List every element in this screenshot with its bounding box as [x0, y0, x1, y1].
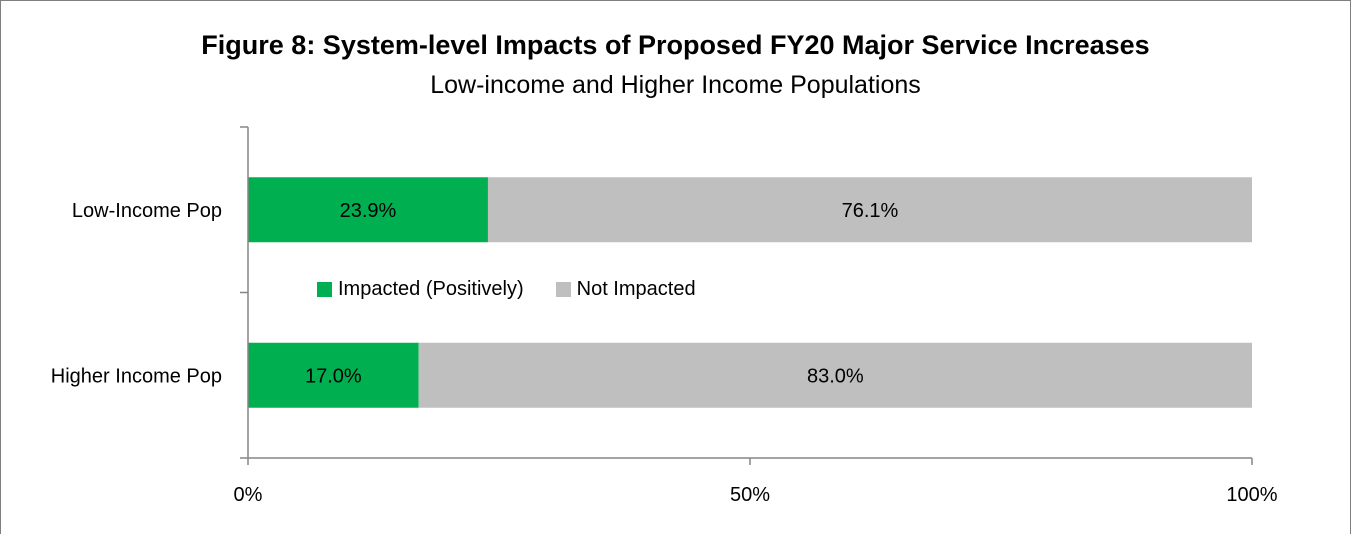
legend-item-impacted: Impacted (Positively): [317, 278, 524, 301]
x-tick-label-1: 50%: [730, 484, 770, 506]
x-tick-label-2: 100%: [1226, 484, 1277, 506]
legend: Impacted (Positively) Not Impacted: [317, 278, 728, 301]
legend-swatch-impacted: [317, 282, 332, 297]
chart-title: Figure 8: System-level Impacts of Propos…: [201, 30, 1150, 60]
legend-swatch-not-impacted: [555, 282, 571, 297]
category-label-1: Higher Income Pop: [51, 365, 222, 387]
chart-subtitle: Low-income and Higher Income Populations: [430, 71, 921, 99]
x-tick-label-0: 0%: [234, 484, 263, 506]
data-label-0-0: 23.9%: [340, 200, 397, 222]
bar-1-0: [487, 177, 1252, 243]
bar-0-1: [248, 342, 419, 408]
data-label-1-0: 76.1%: [842, 200, 899, 222]
bar-0-0: [248, 177, 488, 243]
legend-label-impacted: Impacted (Positively): [338, 278, 524, 300]
category-label-0: Low-Income Pop: [72, 200, 222, 222]
bar-1-1: [418, 342, 1252, 408]
data-label-0-1: 17.0%: [305, 365, 362, 387]
legend-label-not-impacted: Not Impacted: [576, 278, 696, 300]
legend-item-not-impacted: Not Impacted: [555, 278, 696, 301]
data-label-1-1: 83.0%: [807, 365, 864, 387]
